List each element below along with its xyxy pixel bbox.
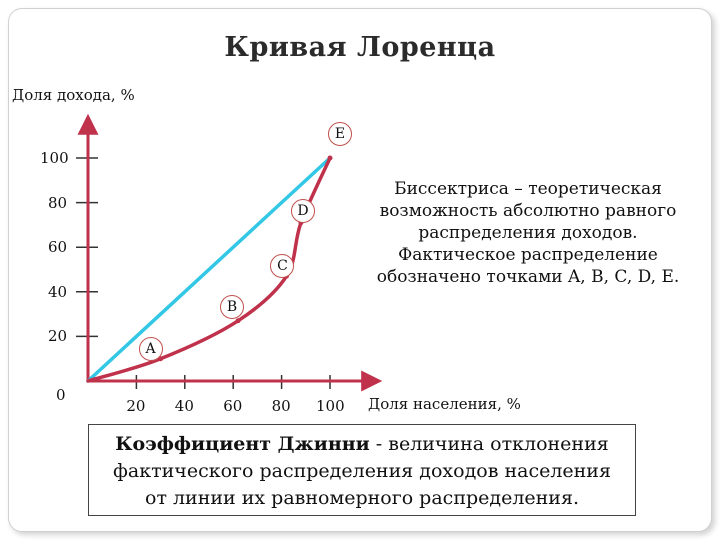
point-label: C [270, 254, 295, 279]
x-tick-label: 20 [126, 397, 146, 415]
gini-line-1: Коэффициент Джинни - величина отклонения [93, 431, 631, 458]
curve-point [327, 155, 333, 161]
curve-point [235, 318, 241, 324]
note-line: обозначено точками A, B, C, D, E. [376, 267, 680, 287]
note-line: распределения доходов. [418, 223, 638, 243]
slide-title: Кривая Лоренца [224, 32, 496, 63]
gini-definition-2: фактического распределения доходов насел… [113, 460, 611, 482]
y-tick-label: 60 [48, 238, 68, 257]
x-tick-label: 80 [271, 397, 291, 415]
point-label: A [138, 336, 163, 361]
note-line: возможность абсолютно равного [379, 201, 677, 221]
equality-line [86, 156, 332, 383]
point-label: E [328, 122, 352, 146]
y-tick-label: 40 [48, 282, 68, 301]
x-tick-label: 60 [223, 397, 243, 415]
gini-definition-box: Коэффициент Джинни - величина отклонения… [88, 424, 636, 516]
gini-definition-1: - величина отклонения [369, 433, 609, 455]
note-line: Биссектриса – теоретическая [394, 179, 662, 199]
gini-term: Коэффициент Джинни [115, 433, 370, 455]
y-tick-label: 100 [40, 149, 69, 167]
y-tick-label: 20 [48, 327, 68, 346]
point-label: D [290, 198, 315, 223]
y-tick-label: 0 [56, 386, 66, 404]
y-tick-label: 80 [48, 193, 68, 212]
y-axis-label: Доля дохода, % [12, 86, 135, 104]
gini-definition-3: от линии их равномерного распределения. [145, 487, 579, 509]
x-tick-label: 40 [174, 397, 194, 415]
x-tick-label: 100 [316, 397, 345, 415]
note-line: Фактическое распределение [398, 245, 658, 265]
x-axis-label: Доля населения, % [368, 395, 521, 413]
point-label: B [220, 294, 245, 319]
bisector-note: Биссектриса – теоретическая возможность … [338, 178, 718, 288]
